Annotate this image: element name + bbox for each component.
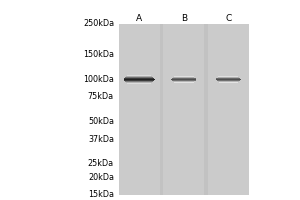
Bar <box>118 24 160 195</box>
Text: 100kDa: 100kDa <box>83 75 114 84</box>
Text: 15kDa: 15kDa <box>88 190 114 199</box>
Text: A: A <box>136 14 142 23</box>
Bar <box>208 24 249 195</box>
Bar <box>163 24 204 195</box>
Text: 250kDa: 250kDa <box>83 19 114 28</box>
Text: 25kDa: 25kDa <box>88 159 114 168</box>
Text: C: C <box>225 14 232 23</box>
Text: 37kDa: 37kDa <box>88 135 114 144</box>
Bar <box>118 24 249 195</box>
Text: 50kDa: 50kDa <box>88 117 114 126</box>
Text: B: B <box>181 14 187 23</box>
Text: 75kDa: 75kDa <box>88 92 114 101</box>
Text: 150kDa: 150kDa <box>83 50 114 59</box>
Text: 20kDa: 20kDa <box>88 173 114 182</box>
